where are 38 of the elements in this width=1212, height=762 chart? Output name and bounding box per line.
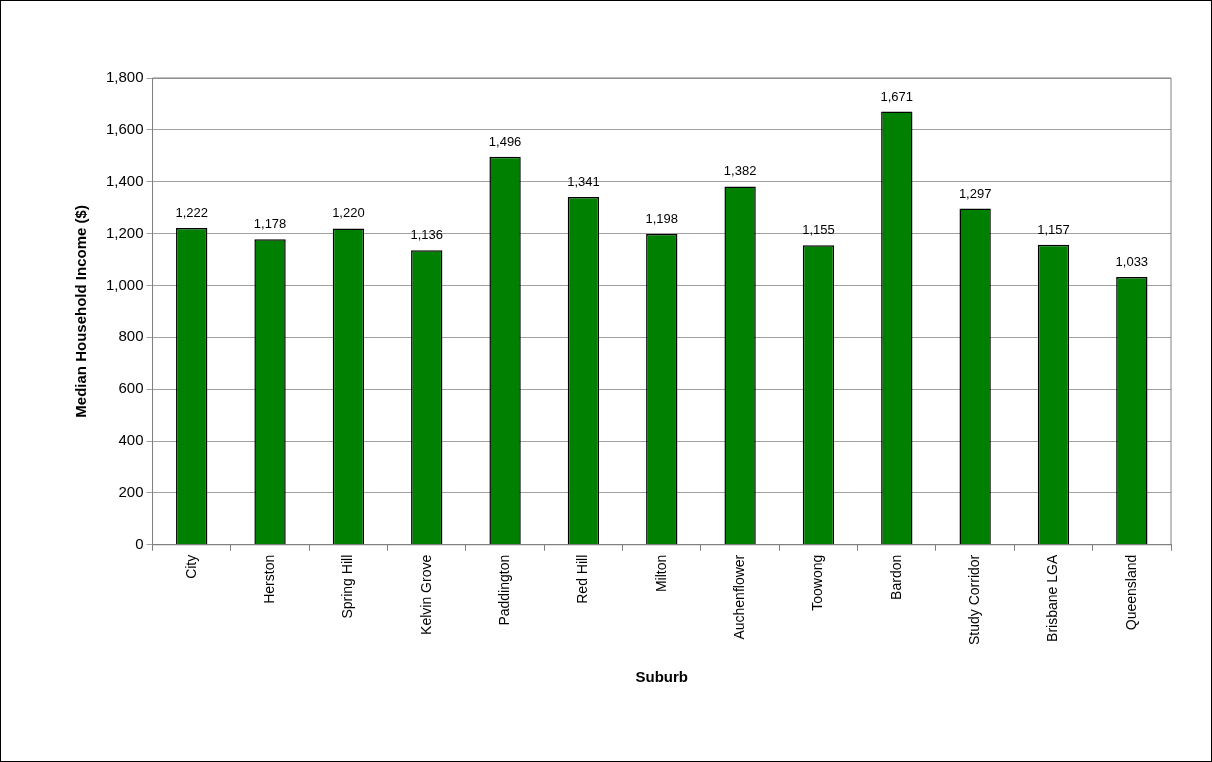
- y-tick-label: 600: [118, 379, 144, 397]
- x-tick-label: Kelvin Grove: [417, 554, 434, 635]
- x-tick-label: City: [182, 554, 199, 579]
- data-label: 1,157: [1037, 221, 1070, 237]
- y-tick-label: 200: [118, 483, 144, 501]
- y-tick-label: 400: [118, 431, 144, 449]
- x-tick-label: Toowong: [809, 554, 826, 611]
- data-label: 1,341: [567, 174, 600, 190]
- data-label: 1,178: [253, 216, 287, 232]
- x-tick-label: Herston: [260, 554, 277, 604]
- x-tick-label: Bardon: [887, 554, 904, 600]
- y-tick-label: 1,000: [105, 275, 144, 293]
- y-tick-label: 800: [118, 327, 144, 345]
- x-tick-label: Brisbane LGA: [1044, 554, 1061, 642]
- y-tick-label: 1,600: [105, 120, 144, 137]
- x-tick-label: Red Hill: [574, 554, 591, 604]
- data-label: 1,382: [723, 163, 757, 179]
- x-tick-label: Auchenflower: [730, 554, 747, 640]
- x-axis-title: Suburb: [635, 668, 689, 686]
- data-label: 1,155: [802, 222, 835, 238]
- data-label: 1,033: [1115, 253, 1149, 269]
- data-label: 1,496: [488, 133, 522, 149]
- data-label: 1,297: [958, 185, 992, 201]
- y-tick-label: 1,400: [105, 171, 144, 189]
- x-tick-label: Milton: [652, 554, 669, 593]
- data-label: 1,220: [332, 205, 365, 221]
- data-label: 1,136: [410, 227, 444, 243]
- data-label: 1,671: [880, 88, 914, 104]
- y-tick-label: 1,200: [105, 223, 144, 241]
- y-tick-label: 0: [135, 534, 144, 552]
- y-axis-title: Median Household Income ($): [72, 205, 90, 418]
- data-label: 1,198: [645, 211, 679, 227]
- x-tick-label: Queensland: [1122, 554, 1139, 631]
- x-tick-label: Paddington: [495, 554, 512, 626]
- x-tick-label: Study Corridor: [966, 554, 982, 646]
- y-tick-label: 1,800: [105, 68, 144, 86]
- x-tick-label: Spring Hill: [339, 554, 356, 619]
- data-label: 1,222: [175, 204, 208, 220]
